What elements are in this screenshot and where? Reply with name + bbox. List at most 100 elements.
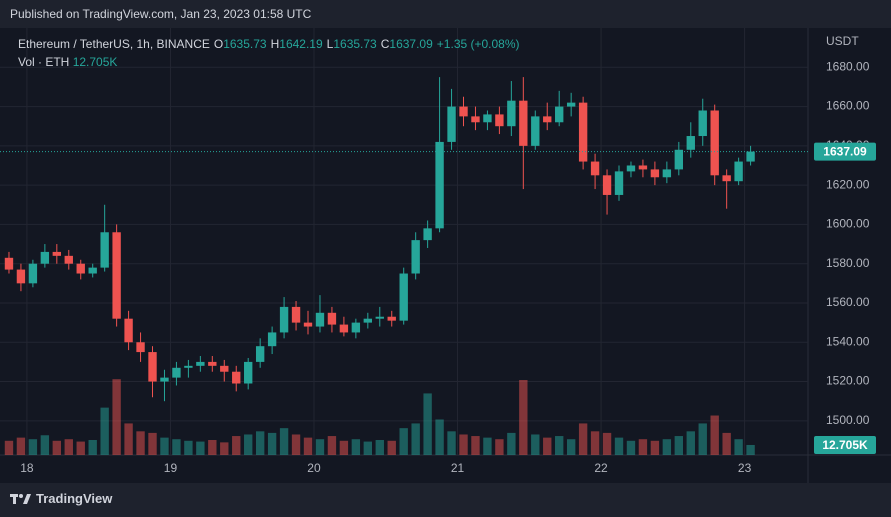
legend: Ethereum / TetherUS, 1h, BINANCE O1635.73… (18, 35, 520, 71)
volume-bar (4, 440, 14, 455)
volume-bar (267, 432, 277, 455)
volume-bar (172, 439, 181, 455)
volume-bar (16, 437, 26, 455)
candle-body (543, 116, 552, 123)
volume-bar (399, 428, 408, 455)
volume-bar (507, 432, 516, 455)
last-price-label: 1637.09 (823, 145, 867, 159)
volume-bar (698, 423, 707, 455)
chart-background (0, 28, 891, 483)
volume-bar (734, 439, 743, 455)
candle-body (291, 306, 301, 323)
volume-bar (423, 393, 432, 455)
volume-bar (76, 441, 85, 455)
candle-body (626, 165, 636, 172)
candle-body (746, 151, 755, 162)
y-tick-label: 1560.00 (826, 295, 870, 309)
volume-bar (483, 437, 492, 455)
candle-body (124, 318, 133, 343)
candle-body (578, 102, 588, 162)
volume-bar (28, 439, 38, 455)
candle-body (208, 361, 217, 366)
candle-body (315, 312, 325, 327)
y-tick-label: 1620.00 (826, 177, 870, 191)
volume-bar (626, 440, 636, 455)
volume-bar (220, 442, 229, 455)
candle-body (220, 365, 229, 372)
ohlc-value: 1635.73 (333, 37, 377, 51)
volume-title: Vol · ETH (18, 55, 70, 69)
candle-body (4, 257, 14, 270)
candle-body (40, 251, 50, 264)
candle-body (327, 312, 337, 325)
candle-body (76, 263, 85, 274)
symbol-title: Ethereum / TetherUS, 1h, BINANCE (18, 37, 210, 51)
volume-bar (232, 436, 241, 455)
candle-body (351, 322, 361, 333)
candle-body (28, 263, 38, 284)
chart: USDT 1500.00 1520.00 1540.00 1560.00 1580.00… (0, 28, 891, 483)
volume-bar (363, 441, 373, 455)
ohlc-value: 1642.19 (279, 37, 323, 51)
volume-bar (160, 437, 169, 455)
volume-bar (148, 432, 157, 455)
volume-box (814, 436, 876, 454)
candle-body (495, 114, 504, 127)
volume-value: 12.705K (72, 55, 118, 69)
volume-bar (590, 431, 600, 455)
volume-bar (555, 436, 564, 455)
volume-bar (244, 434, 253, 455)
volume-bar (435, 419, 444, 455)
volume-bar (208, 440, 217, 455)
candle-body (710, 110, 719, 176)
published-text: Published on TradingView.com, Jan 23, 20… (10, 7, 312, 21)
candle-body (160, 377, 169, 382)
x-tick-label: 19 (164, 461, 178, 475)
y-axis-label: USDT (826, 34, 859, 48)
candle-body (52, 251, 62, 256)
volume-bar (375, 440, 384, 455)
y-tick-label: 1680.00 (826, 59, 870, 73)
volume-bar (650, 440, 660, 455)
candle-body (172, 367, 181, 378)
volume-bar (136, 431, 145, 455)
volume-bar (351, 439, 361, 455)
volume-bar (674, 436, 684, 455)
candle-body (698, 110, 707, 137)
candle-body (435, 141, 444, 229)
symbol-row: Ethereum / TetherUS, 1h, BINANCE O1635.73… (18, 35, 520, 53)
y-tick-label: 1580.00 (826, 256, 870, 270)
y-tick-label: 1520.00 (826, 374, 870, 388)
volume-bar (303, 437, 313, 455)
last-price-box (814, 142, 876, 161)
y-tick-label: 1540.00 (826, 334, 870, 348)
x-tick-label: 18 (20, 461, 34, 475)
candle-body (638, 165, 648, 170)
candle-body (447, 106, 456, 142)
volume-bar (100, 407, 109, 455)
volume-bar (746, 444, 755, 455)
candle-body (136, 342, 145, 353)
volume-bar (112, 379, 121, 455)
x-tick-label: 20 (307, 461, 321, 475)
logo-icon (10, 493, 31, 504)
candle-body (674, 149, 684, 170)
change-value: +1.35 (+0.08%) (436, 37, 520, 51)
volume-bar (447, 431, 456, 455)
candle-body (399, 273, 408, 321)
volume-bar (543, 437, 552, 455)
candle-body (471, 116, 480, 123)
candle-body (112, 232, 121, 319)
candle-body (734, 161, 743, 182)
candle-body (590, 161, 600, 176)
volume-bar (638, 439, 648, 455)
volume-bar (387, 440, 396, 455)
y-tick-label: 1660.00 (826, 99, 870, 113)
brand-text: TradingView (36, 491, 113, 506)
volume-bar (64, 439, 73, 455)
volume-bar (196, 441, 205, 455)
volume-bar (710, 415, 719, 455)
x-tick-label: 22 (594, 461, 608, 475)
volume-bar (279, 428, 289, 455)
